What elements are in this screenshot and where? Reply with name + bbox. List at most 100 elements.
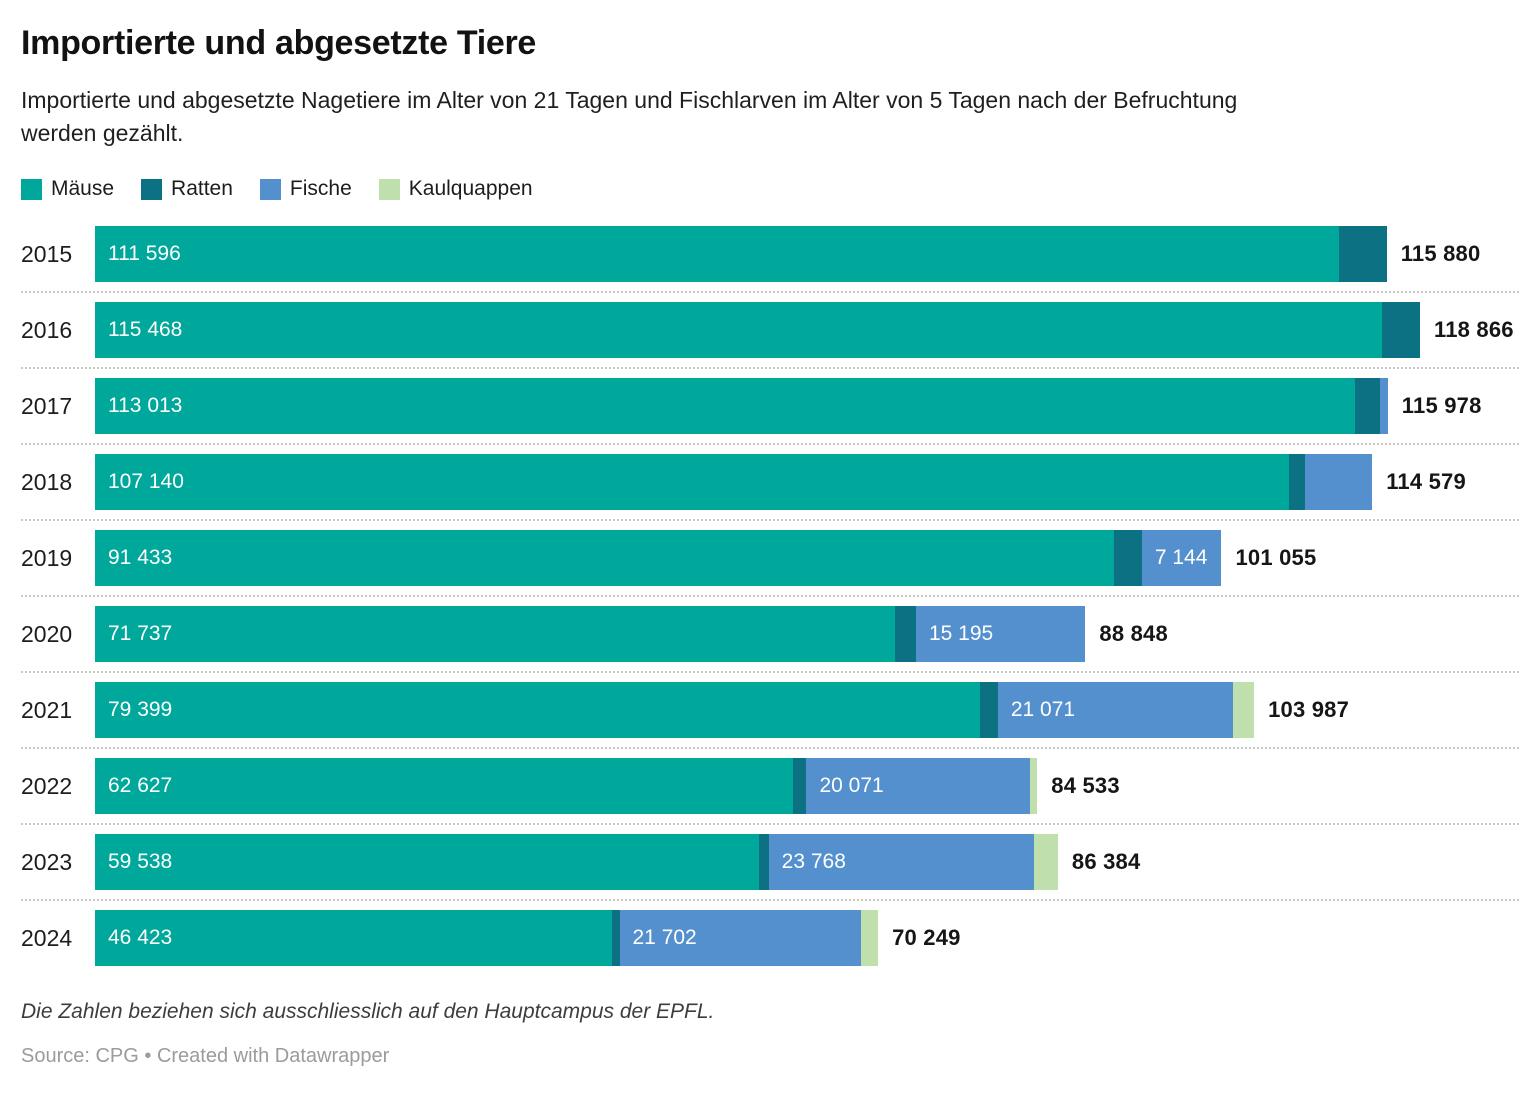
total-value-label: 115 978 xyxy=(1401,393,1482,419)
bar-segment-maeuse: 62 627 xyxy=(95,758,794,815)
bar-segment-fische: 7 144 xyxy=(1141,530,1222,587)
chart-row: 2022 62 627 20 071 84 533 xyxy=(21,758,1519,826)
year-label: 2016 xyxy=(21,316,73,343)
segment-value-label: 62 627 xyxy=(108,774,173,798)
chart-row: 2015 111 596 115 880 xyxy=(21,226,1519,294)
segment-value-label: 115 468 xyxy=(108,318,183,342)
bar-track: 62 627 20 071 84 533 xyxy=(95,758,1519,815)
segment-value-label: 107 140 xyxy=(108,470,184,494)
stacked-bar: 107 140 xyxy=(95,454,1373,511)
chart-row: 2016 115 468 118 866 xyxy=(21,302,1519,370)
stacked-bar: 115 468 xyxy=(95,302,1420,359)
bar-track: 46 423 21 702 70 249 xyxy=(95,910,1519,967)
legend-swatch-ratten-icon xyxy=(141,178,163,200)
total-value-label: 84 533 xyxy=(1051,773,1120,799)
legend-swatch-kaulquappen-icon xyxy=(378,178,400,200)
chart-row: 2020 71 737 15 195 88 848 xyxy=(21,606,1519,674)
total-value-label: 114 579 xyxy=(1386,469,1466,495)
chart-row: 2024 46 423 21 702 70 249 xyxy=(21,910,1519,967)
bar-segment-maeuse: 79 399 xyxy=(95,682,981,739)
stacked-bar: 111 596 xyxy=(95,226,1387,283)
chart-subtitle: Importierte und abgesetzte Nagetiere im … xyxy=(21,87,1238,146)
bar-segment-ratten xyxy=(980,682,998,739)
bar-segment-maeuse: 59 538 xyxy=(95,834,759,891)
bar-segment-ratten xyxy=(1354,378,1380,435)
segment-value-label: 15 195 xyxy=(928,622,994,646)
year-label: 2020 xyxy=(21,620,73,647)
bar-segment-ratten xyxy=(758,834,769,891)
chart-rows: 2015 111 596 115 880 2016 115 468 118 866 2017… xyxy=(21,226,1519,967)
year-label: 2022 xyxy=(21,772,73,799)
total-value-label: 88 848 xyxy=(1099,621,1168,647)
bar-segment-fische xyxy=(1304,454,1373,511)
legend-item-maeuse: Mäuse xyxy=(21,177,114,201)
legend-label: Kaulquappen xyxy=(408,177,533,201)
legend-item-fische: Fische xyxy=(259,177,352,201)
bar-segment-ratten xyxy=(1289,454,1305,511)
bar-segment-kaulquappen xyxy=(1033,834,1058,891)
year-label: 2019 xyxy=(21,544,73,571)
year-label: 2015 xyxy=(21,240,73,267)
legend-item-ratten: Ratten xyxy=(141,177,233,201)
bar-track: 113 013 115 978 xyxy=(95,378,1519,435)
total-value-label: 115 880 xyxy=(1400,241,1481,267)
bar-segment-ratten xyxy=(793,758,807,815)
bar-track: 59 538 23 768 86 384 xyxy=(95,834,1519,891)
segment-value-label: 21 071 xyxy=(1010,698,1076,722)
segment-value-label: 23 768 xyxy=(781,850,846,874)
total-value-label: 86 384 xyxy=(1071,849,1141,875)
legend-swatch-fische-icon xyxy=(259,178,281,200)
bar-track: 107 140 114 579 xyxy=(95,454,1519,511)
bar-track: 111 596 115 880 xyxy=(95,226,1519,283)
bar-segment-kaulquappen xyxy=(1232,682,1255,739)
bar-segment-maeuse: 107 140 xyxy=(95,454,1290,511)
bar-segment-fische: 23 768 xyxy=(768,834,1034,891)
bar-segment-fische: 21 071 xyxy=(997,682,1233,739)
legend-label: Ratten xyxy=(171,177,233,201)
legend-item-kaulquappen: Kaulquappen xyxy=(378,177,533,201)
stacked-bar-chart: 2015 111 596 115 880 2016 115 468 118 866 2017… xyxy=(21,226,1519,967)
segment-value-label: 79 399 xyxy=(108,698,173,722)
chart-row: 2017 113 013 115 978 xyxy=(21,378,1519,446)
segment-value-label: 7 144 xyxy=(1154,546,1208,570)
chart-row: 2023 59 538 23 768 86 384 xyxy=(21,834,1519,902)
year-label: 2018 xyxy=(21,468,73,495)
bar-segment-fische: 21 702 xyxy=(619,910,862,967)
bar-segment-maeuse: 91 433 xyxy=(95,530,1115,587)
legend: Mäuse Ratten Fische Kaulquappen xyxy=(21,177,1519,201)
stacked-bar: 62 627 20 071 xyxy=(95,758,1038,815)
bar-track: 115 468 118 866 xyxy=(95,302,1519,359)
legend-label: Mäuse xyxy=(51,177,115,201)
stacked-bar: 91 433 7 144 xyxy=(95,530,1222,587)
bar-segment-kaulquappen xyxy=(861,910,879,967)
total-value-label: 70 249 xyxy=(892,925,961,951)
stacked-bar: 59 538 23 768 xyxy=(95,834,1058,891)
segment-value-label: 46 423 xyxy=(108,926,173,950)
segment-value-label: 21 702 xyxy=(632,926,697,950)
bar-segment-maeuse: 46 423 xyxy=(95,910,613,967)
bar-segment-maeuse: 111 596 xyxy=(95,226,1339,283)
segment-value-label: 59 538 xyxy=(108,850,173,874)
segment-value-label: 113 013 xyxy=(108,394,183,418)
chart-title: Importierte und abgesetzte Tiere xyxy=(21,24,537,62)
segment-value-label: 111 596 xyxy=(108,242,181,266)
chart-row: 2021 79 399 21 071 103 987 xyxy=(21,682,1519,750)
segment-value-label: 20 071 xyxy=(819,774,884,798)
bar-track: 91 433 7 144 101 055 xyxy=(95,530,1519,587)
chart-footnote: Die Zahlen beziehen sich ausschliesslich… xyxy=(21,1000,715,1024)
bar-segment-fische xyxy=(1379,378,1388,435)
year-label: 2023 xyxy=(21,848,73,875)
bar-track: 71 737 15 195 88 848 xyxy=(95,606,1519,663)
bar-segment-fische: 15 195 xyxy=(915,606,1086,663)
total-value-label: 118 866 xyxy=(1434,317,1514,343)
bar-segment-maeuse: 71 737 xyxy=(95,606,895,663)
year-label: 2024 xyxy=(21,924,73,951)
chart-row: 2018 107 140 114 579 xyxy=(21,454,1519,522)
chart-row: 2019 91 433 7 144 101 055 xyxy=(21,530,1519,598)
stacked-bar: 71 737 15 195 xyxy=(95,606,1086,663)
segment-value-label: 91 433 xyxy=(108,546,173,570)
bar-segment-ratten xyxy=(1338,226,1387,283)
bar-segment-maeuse: 115 468 xyxy=(95,302,1383,359)
year-label: 2017 xyxy=(21,392,73,419)
